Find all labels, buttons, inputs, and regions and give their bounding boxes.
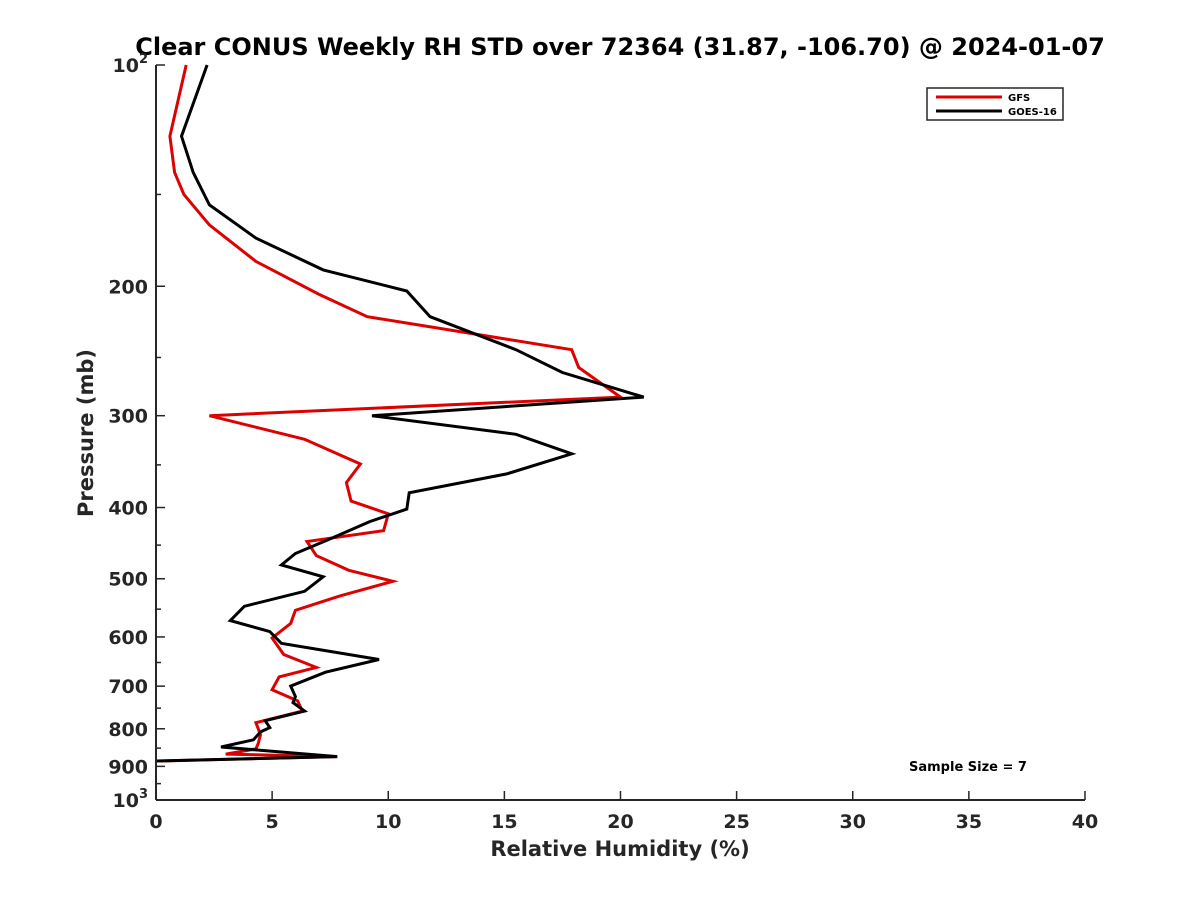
chart-title: Clear CONUS Weekly RH STD over 72364 (31… — [135, 33, 1105, 61]
x-tick-label: 0 — [149, 811, 162, 833]
y-tick-label: 300 — [108, 406, 148, 428]
x-tick-label: 40 — [1072, 811, 1098, 833]
legend-label-goes16: GOES-16 — [1008, 107, 1057, 118]
y-tick-label: 800 — [108, 719, 148, 741]
y-tick-label: 400 — [108, 498, 148, 520]
legend-box — [926, 87, 1064, 121]
x-tick-label: 25 — [723, 811, 749, 833]
y-tick-label: 102 — [113, 52, 149, 77]
sample-size-annotation: Sample Size = 7 — [909, 760, 1027, 775]
series-layer — [155, 64, 645, 763]
y-tick-label: 900 — [108, 756, 148, 778]
y-tick-label: 600 — [108, 627, 148, 649]
x-axis-ticks: 0 5 10 15 20 25 30 35 40 — [149, 791, 1098, 833]
x-axis-label: Relative Humidity (%) — [490, 837, 749, 861]
legend-label-gfs: GFS — [1008, 93, 1030, 104]
x-tick-label: 30 — [840, 811, 866, 833]
y-tick-label: 200 — [108, 276, 148, 298]
x-tick-label: 35 — [956, 811, 982, 833]
x-tick-label: 20 — [607, 811, 633, 833]
y-tick-label: 500 — [108, 569, 148, 591]
y-axis-label: Pressure (mb) — [74, 349, 98, 517]
legend: GFS GOES-16 — [926, 87, 1064, 121]
x-tick-label: 15 — [491, 811, 517, 833]
x-tick-label: 5 — [266, 811, 279, 833]
y-tick-label: 700 — [108, 676, 148, 698]
series-line-goes16 — [155, 64, 645, 763]
y-axis-ticks: 102 200 300 400 500 600 700 800 900 103 — [108, 52, 165, 812]
y-tick-label: 103 — [113, 787, 149, 812]
x-tick-label: 10 — [375, 811, 401, 833]
